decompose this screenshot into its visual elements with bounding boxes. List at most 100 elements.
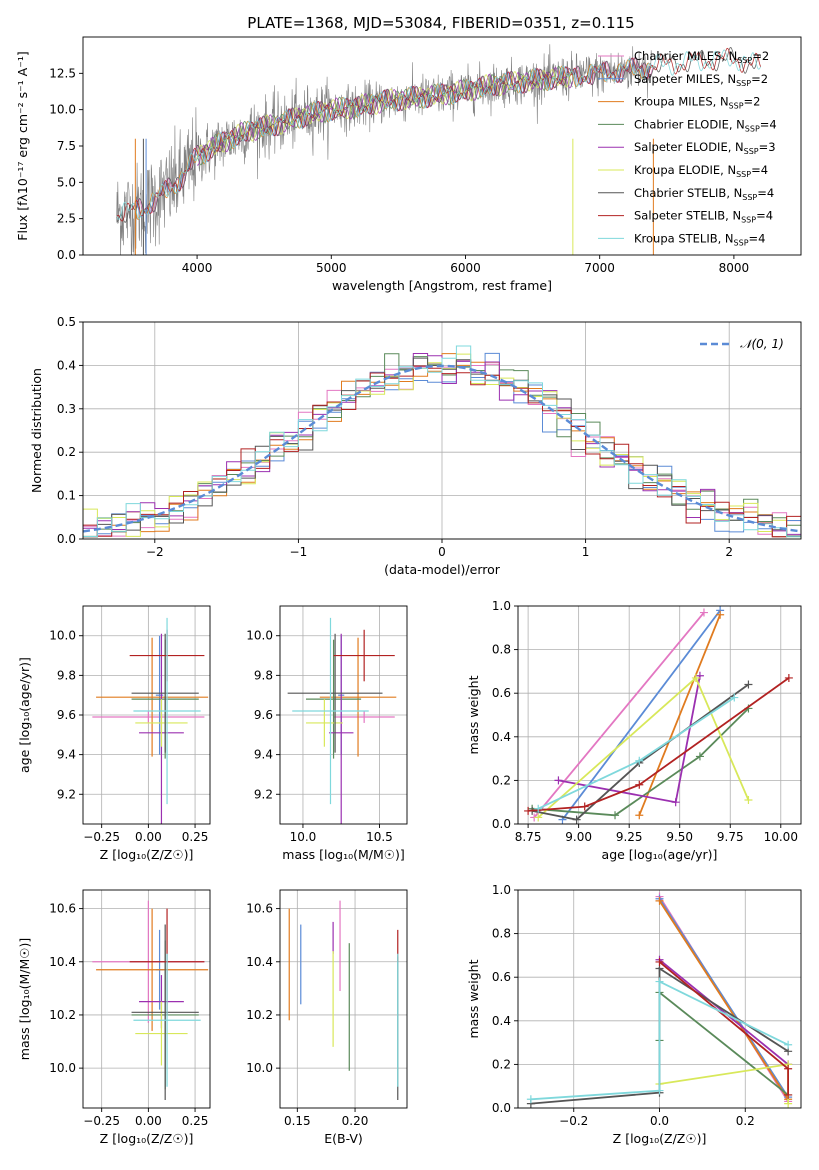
plus-marker: [699, 608, 708, 617]
x-tick-label: 9.00: [565, 830, 592, 844]
x-tick-label: 0.0: [650, 1114, 669, 1128]
plot-area: [287, 617, 397, 824]
plus-marker: [784, 673, 793, 682]
y-axis-label: mass weight: [466, 675, 481, 754]
y-tick-label: 10.0: [49, 629, 76, 643]
y-tick-label: 0.3: [57, 402, 76, 416]
y-tick-label: 12.5: [49, 66, 76, 80]
plus-marker: [655, 1086, 664, 1095]
x-axis-label: mass [log₁₀(M/M☉)]: [282, 847, 404, 862]
panel-age_vs_Z: −0.25 0.00 0.25 9.2 9.4 9.6 9.8 10.0 Z [log₁₀(Z/…: [17, 605, 211, 862]
error-bar-point: [131, 924, 199, 1101]
x-tick-label: 2: [725, 545, 733, 559]
plus-marker: [695, 752, 704, 761]
y-axis-label: Normed distribution: [29, 368, 44, 493]
y-tick-label: 0.6: [492, 970, 511, 984]
error-bar-point: [287, 633, 383, 753]
x-tick-label: 10.00: [764, 830, 798, 844]
y-tick-label: 10.6: [49, 902, 76, 916]
mass-weight-series: [658, 898, 789, 1098]
panel-mass_vs_Z: −0.25 0.00 0.25 10.0 10.2 10.4 10.6 Z [log₁₀(Z/…: [17, 889, 211, 1146]
panel-spectrum: 4000 5000 6000 7000 8000 0.0 2.5 5.0 7.5 10.0 12.5…: [15, 36, 802, 293]
error-bar-point: [328, 633, 354, 824]
x-tick-label: 0.15: [284, 1114, 311, 1128]
y-tick-label: 1.0: [492, 883, 511, 897]
y-tick-label: 9.2: [254, 787, 273, 801]
x-tick-label: 9.25: [616, 830, 643, 844]
panel-age_vs_mass: 10.0 10.5 9.2 9.4 9.6 9.8 10.0 mass [log₁₀(M/M☉…: [246, 605, 408, 862]
y-tick-label: 0.4: [57, 358, 76, 372]
error-bar-point: [92, 711, 205, 723]
y-tick-label: 0.0: [492, 1101, 511, 1115]
legend-entry: Salpeter MILES, NSSP=2: [634, 72, 768, 88]
plus-marker: [635, 756, 644, 765]
y-tick-label: 0.8: [492, 643, 511, 657]
error-bar-point: [333, 629, 395, 682]
legend-entry: Salpeter ELODIE, NSSP=3: [634, 140, 776, 156]
model-spectrum-kroupa-stelib: [116, 49, 762, 221]
y-tick-label: 0.6: [492, 686, 511, 700]
plus-marker: [635, 811, 644, 820]
model-spectrum-kroupa-miles: [134, 59, 654, 220]
mass-weight-series: [658, 900, 789, 1100]
y-tick-label: 10.2: [246, 1008, 273, 1022]
x-tick-label: −0.25: [83, 830, 120, 844]
mass-weight-series: [532, 683, 749, 821]
plot-area: [83, 345, 801, 538]
x-tick-label: 6000: [450, 261, 481, 275]
error-bar-point: [133, 617, 201, 805]
panel-mass_weight_vs_age: 8.75 9.00 9.25 9.50 9.75 10.00 0.0 0.2 0.4 0.6 0.8…: [466, 599, 802, 862]
mass-weight-series: [533, 611, 705, 819]
error-bar-point: [155, 635, 164, 755]
x-axis-label: (data-model)/error: [384, 562, 501, 577]
plus-marker: [744, 680, 753, 689]
mass-weight-series: [658, 990, 789, 1096]
plus-marker: [744, 796, 753, 805]
plus-marker: [695, 671, 704, 680]
figure-title: PLATE=1368, MJD=53084, FIBERID=0351, z=0…: [247, 14, 634, 32]
plot-area: [526, 892, 793, 1108]
x-tick-label: −1: [290, 545, 308, 559]
y-tick-label: 1.0: [492, 599, 511, 613]
error-bar-point: [135, 1001, 188, 1066]
plus-marker: [730, 693, 739, 702]
y-tick-label: 10.0: [246, 629, 273, 643]
y-tick-label: 10.2: [49, 1008, 76, 1022]
legend-entry: Chabrier ELODIE, NSSP=4: [634, 117, 777, 133]
y-tick-label: 0.0: [492, 817, 511, 831]
plus-marker: [655, 957, 664, 966]
plus-marker: [534, 804, 543, 813]
x-tick-label: 0.00: [135, 830, 162, 844]
error-bar-point: [96, 637, 209, 757]
y-tick-label: 10.0: [49, 1061, 76, 1075]
y-tick-label: 10.4: [246, 955, 273, 969]
legend-entry: Kroupa STELIB, NSSP=4: [634, 231, 765, 247]
x-axis-label: age [log₁₀(age/yr)]: [602, 847, 718, 862]
panel-mass_vs_ebv: 0.15 0.20 10.0 10.2 10.4 10.6 E(B-V): [246, 889, 408, 1146]
y-tick-label: 10.0: [49, 103, 76, 117]
plus-marker: [716, 610, 725, 619]
mass-weight-series: [532, 707, 750, 817]
y-tick-label: 0.0: [57, 532, 76, 546]
mass-weight-series: [561, 609, 721, 821]
error-bar-point: [135, 699, 188, 747]
plus-marker: [524, 806, 533, 815]
x-axis-label: wavelength [Angstrom, rest frame]: [332, 278, 552, 293]
y-tick-label: 5.0: [57, 175, 76, 189]
x-tick-label: 5000: [316, 261, 347, 275]
error-bar-point: [306, 699, 343, 747]
model-spectrum-chabrier-miles: [134, 57, 654, 214]
x-tick-label: 0.20: [342, 1114, 369, 1128]
legend: Chabrier MILES, NSSP=2 Salpeter MILES, NS…: [598, 49, 777, 247]
legend-entry: Kroupa ELODIE, NSSP=4: [634, 163, 768, 179]
x-tick-label: 8000: [719, 261, 750, 275]
y-tick-label: 0.2: [492, 773, 511, 787]
error-bar-point: [292, 617, 369, 805]
y-tick-label: 0.2: [57, 445, 76, 459]
legend-entry: 𝒩(0, 1): [740, 337, 784, 351]
x-tick-label: 9.50: [666, 830, 693, 844]
y-tick-label: 0.0: [57, 248, 76, 262]
error-bar-point: [306, 639, 362, 759]
plus-marker: [784, 1099, 793, 1108]
